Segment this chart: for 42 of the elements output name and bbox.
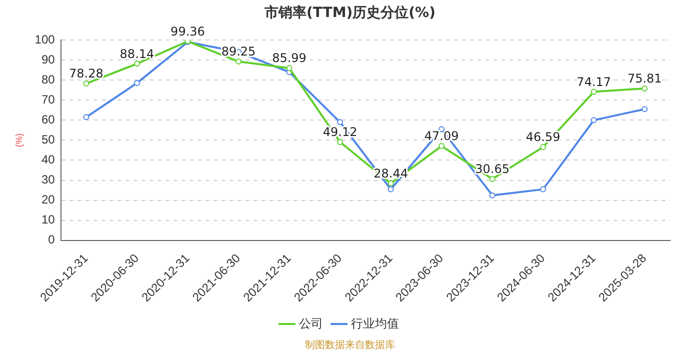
point	[438, 143, 445, 150]
legend-label: 公司	[299, 316, 323, 330]
y-tick-label: 30	[41, 172, 56, 187]
point	[489, 192, 496, 198]
point	[590, 88, 597, 95]
y-axis-title: (%)	[14, 133, 24, 148]
point	[642, 85, 648, 92]
point	[337, 138, 344, 145]
data-label: 74.17	[576, 74, 612, 89]
point	[134, 80, 140, 86]
point	[286, 65, 292, 72]
point	[388, 186, 394, 192]
y-tick-label: 20	[41, 192, 56, 207]
point	[540, 186, 546, 192]
y-tick-label: 50	[41, 132, 56, 147]
y-tick-label: 80	[41, 72, 56, 86]
point	[83, 114, 90, 120]
text: 制图数据来自数据库	[304, 338, 396, 350]
data-label: 85.99	[272, 51, 306, 66]
point	[388, 180, 394, 186]
point	[134, 60, 140, 67]
data-label: 99.36	[170, 24, 205, 38]
legend-label: 行业均值	[351, 316, 399, 330]
point	[337, 119, 344, 126]
chart-title: 市销率(TTM)历史分位(%)	[264, 4, 436, 22]
data-label: 78.28	[69, 66, 104, 81]
data-label: 88.14	[120, 46, 154, 61]
data-label: 30.65	[475, 162, 510, 176]
point	[540, 144, 546, 150]
point	[489, 176, 496, 182]
point	[642, 106, 648, 112]
y-tick-label: 90	[41, 52, 56, 66]
data-label: 75.81	[627, 72, 662, 86]
y-tick-label: 40	[41, 152, 56, 167]
point	[83, 80, 90, 87]
y-tick-label: 70	[41, 92, 56, 106]
y-tick-label: 60	[41, 112, 56, 126]
y-tick-label: 0	[48, 232, 56, 247]
y-tick-label: 10	[41, 212, 56, 227]
point	[236, 58, 242, 65]
y-tick-label: 100	[34, 32, 56, 46]
point	[590, 117, 597, 124]
